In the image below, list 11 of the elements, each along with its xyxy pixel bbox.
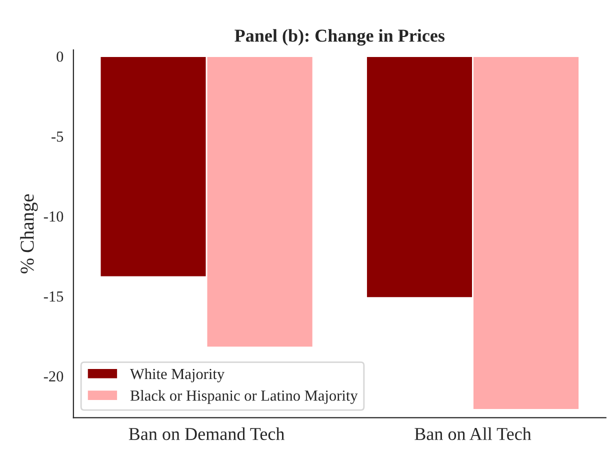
x-tick-label: Ban on Demand Tech (128, 427, 284, 440)
y-tick-label: -20 (44, 371, 64, 382)
y-tick-label: -15 (44, 291, 64, 302)
x-tick-label: Ban on All Tech (414, 427, 532, 440)
y-tick-label: 0 (56, 51, 64, 62)
chart-title: Panel (b): Change in Prices (234, 29, 445, 46)
y-tick-label: -10 (44, 211, 64, 222)
y-axis-title: % Change (20, 194, 38, 274)
legend-label: White Majority (130, 368, 225, 382)
y-tick-label: -5 (52, 132, 64, 142)
legend-label: Black or Hispanic or Latino Majority (130, 390, 358, 404)
